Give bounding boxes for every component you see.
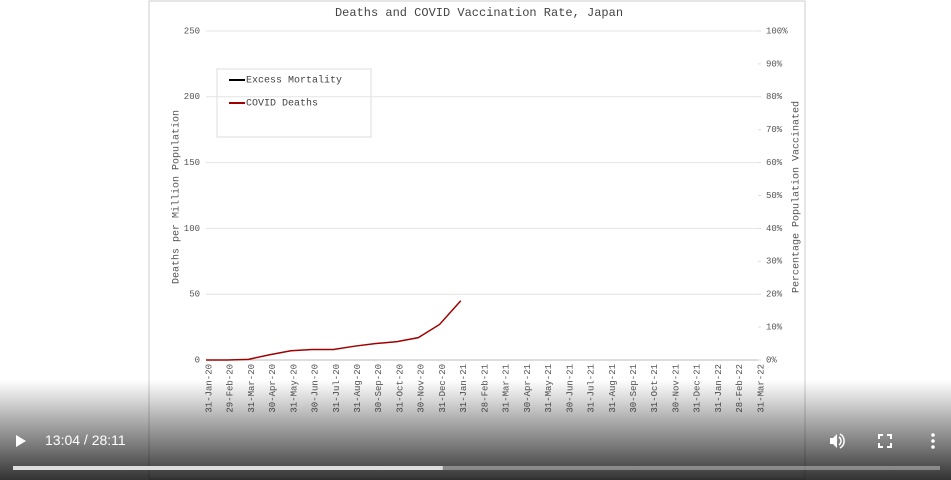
- time-display: 13:04 / 28:11: [45, 432, 126, 448]
- y-tick-label: 50: [189, 290, 200, 300]
- series-line: [206, 300, 462, 361]
- y2-tick-label: 70%: [766, 125, 783, 135]
- y2-tick-label: 90%: [766, 59, 783, 69]
- y2-tick-label: 30%: [766, 257, 783, 267]
- progress-track[interactable]: [13, 466, 940, 470]
- fullscreen-button[interactable]: [878, 434, 892, 448]
- y-tick-label: 150: [184, 158, 200, 168]
- y2-tick-label: 40%: [766, 224, 783, 234]
- current-time: 13:04: [45, 432, 80, 448]
- y-tick-label: 0: [195, 355, 200, 365]
- y2-tick-label: 60%: [766, 158, 783, 168]
- y2-tick-label: 0%: [766, 355, 777, 365]
- y2-axis-label: Percentage Population Vaccinated: [791, 101, 803, 293]
- duration: 28:11: [92, 432, 126, 448]
- y2-tick-label: 10%: [766, 322, 783, 332]
- y-tick-label: 200: [184, 92, 200, 102]
- legend-label: Excess Mortality: [246, 75, 342, 87]
- legend-label: COVID Deaths: [246, 98, 318, 110]
- controls-shade: [0, 380, 951, 480]
- volume-button[interactable]: [830, 433, 845, 449]
- play-button[interactable]: [16, 435, 26, 447]
- y-axis-label: Deaths per Million Population: [171, 110, 183, 284]
- y2-tick-label: 50%: [766, 191, 783, 201]
- y-tick-label: 250: [184, 26, 200, 36]
- y2-tick-label: 100%: [766, 26, 788, 36]
- progress-played: [13, 466, 443, 470]
- chart-title: Deaths and COVID Vaccination Rate, Japan: [335, 6, 623, 20]
- y-tick-label: 100: [184, 224, 200, 234]
- menu-button[interactable]: [931, 433, 935, 449]
- y2-tick-label: 80%: [766, 92, 783, 102]
- y2-tick-label: 20%: [766, 290, 783, 300]
